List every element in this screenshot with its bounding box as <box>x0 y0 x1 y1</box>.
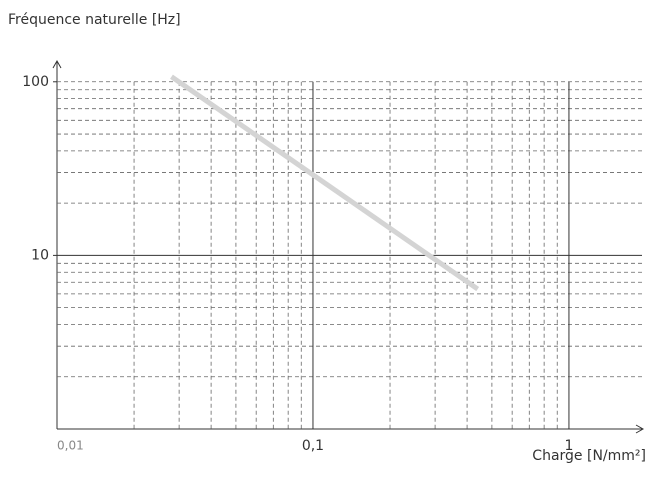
x-arrow <box>635 424 645 434</box>
x-tick-label: 0,01 <box>57 439 84 453</box>
chart-title: Fréquence naturelle [Hz] <box>8 12 181 28</box>
y-tick-label: 100 <box>22 74 49 90</box>
y-arrow <box>52 59 62 69</box>
x-tick-label: 1 <box>564 438 573 454</box>
y-tick-label: 10 <box>31 247 49 263</box>
data-line <box>170 74 480 292</box>
x-tick-label: 0,1 <box>302 438 324 454</box>
x-axis-label: Charge [N/mm²] <box>532 448 646 464</box>
